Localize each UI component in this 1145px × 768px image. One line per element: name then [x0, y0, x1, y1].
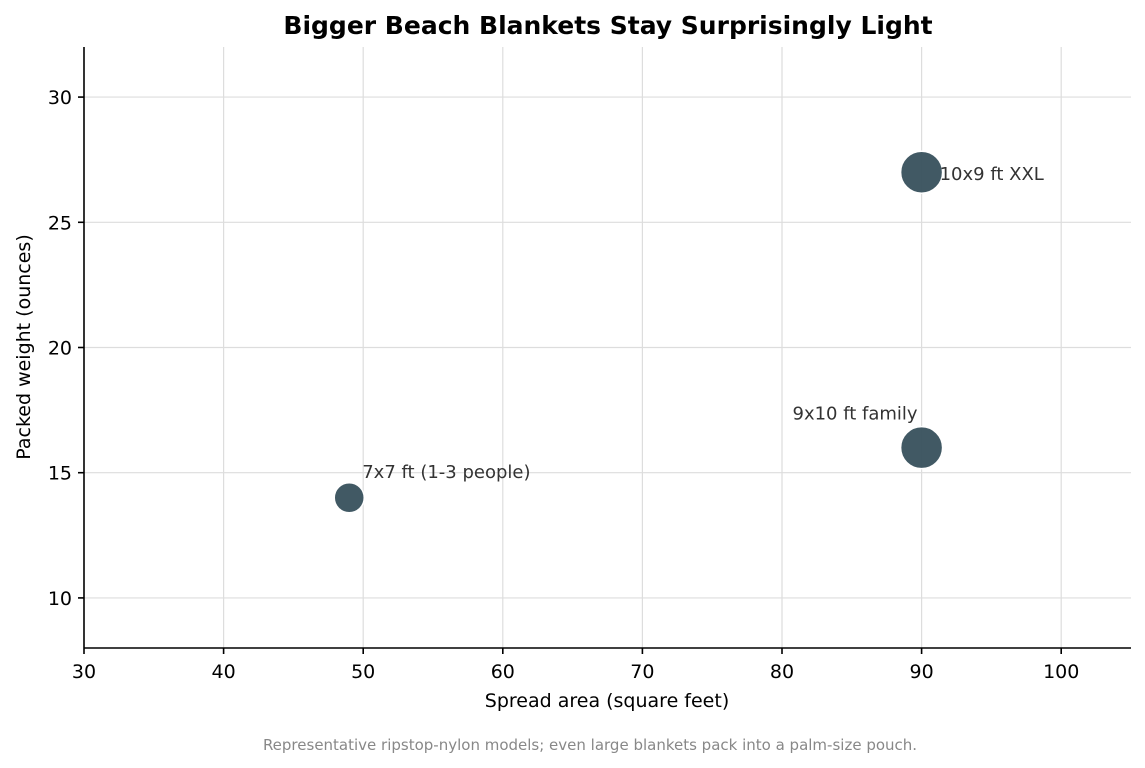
data-point [333, 482, 365, 514]
data-points [333, 150, 944, 514]
y-tick-label: 10 [48, 588, 72, 610]
y-tick-label: 15 [48, 463, 72, 485]
data-point-label: 10x9 ft XXL [940, 164, 1044, 185]
y-tick-label: 30 [48, 87, 72, 109]
y-tick-label: 20 [48, 338, 72, 360]
x-tick-label: 40 [212, 661, 236, 683]
x-tick-label: 30 [72, 661, 96, 683]
data-point [899, 150, 944, 194]
x-axis-label: Spread area (square feet) [485, 690, 729, 712]
chart-caption: Representative ripstop-nylon models; eve… [263, 736, 917, 754]
data-point-label: 9x10 ft family [793, 404, 918, 425]
x-tick-label: 80 [770, 661, 794, 683]
y-ticks: 10 15 20 25 30 [48, 87, 84, 610]
chart-title: Bigger Beach Blankets Stay Surprisingly … [283, 11, 932, 40]
grid [84, 47, 1131, 648]
x-tick-label: 60 [491, 661, 515, 683]
x-tick-label: 70 [630, 661, 654, 683]
x-tick-label: 100 [1043, 661, 1079, 683]
x-ticks: 30 40 50 60 70 80 90 100 [72, 648, 1079, 683]
data-point [899, 425, 944, 470]
y-axis-label: Packed weight (ounces) [13, 234, 35, 459]
data-labels: 7x7 ft (1-3 people) 9x10 ft family 10x9 ft… [362, 164, 1044, 483]
x-tick-label: 50 [351, 661, 375, 683]
data-point-label: 7x7 ft (1-3 people) [362, 462, 530, 483]
x-tick-label: 90 [910, 661, 934, 683]
y-tick-label: 25 [48, 212, 72, 234]
